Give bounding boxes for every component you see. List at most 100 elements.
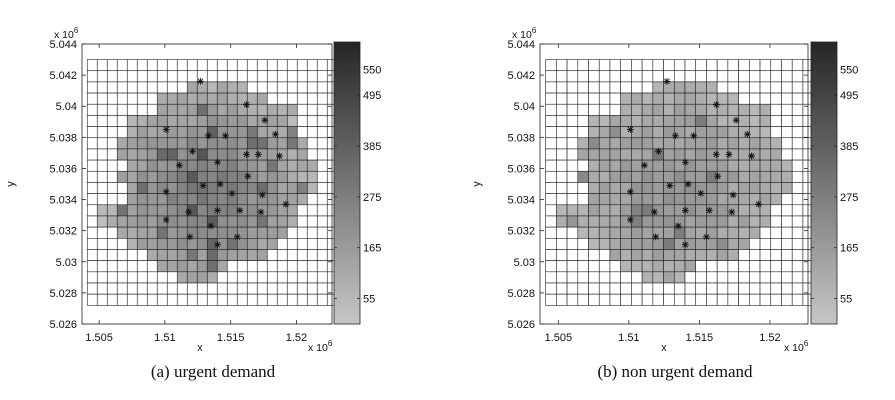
panel-caption: (b) non urgent demand bbox=[597, 362, 753, 381]
y-tick-label: 5.03 bbox=[56, 257, 77, 269]
y-tick-label: 5.042 bbox=[507, 70, 535, 82]
heatmap-cell bbox=[566, 215, 579, 228]
heatmap-cell bbox=[136, 182, 148, 194]
heatmap-cell bbox=[663, 260, 675, 273]
heatmap-cell bbox=[620, 215, 632, 228]
heatmap-cell bbox=[176, 92, 188, 105]
heatmap-cell bbox=[545, 126, 557, 139]
heatmap-cell bbox=[206, 81, 218, 94]
heatmap-cell bbox=[266, 81, 278, 94]
heatmap-cell bbox=[545, 204, 557, 217]
heatmap-cell bbox=[738, 59, 750, 72]
heatmap-cell bbox=[106, 215, 118, 228]
heatmap-cell bbox=[631, 260, 643, 273]
colorbar-tick-label: 55 bbox=[363, 294, 375, 306]
heatmap-cell bbox=[156, 159, 168, 172]
heatmap-cell bbox=[620, 193, 632, 206]
heatmap-cell bbox=[684, 271, 697, 284]
station-marker bbox=[652, 233, 660, 241]
station-marker bbox=[650, 208, 658, 216]
heatmap-cell bbox=[781, 148, 793, 161]
heatmap-cell bbox=[116, 182, 128, 194]
heatmap-cell bbox=[566, 271, 579, 284]
station-marker-stroke bbox=[682, 159, 689, 166]
heatmap-cell bbox=[96, 115, 108, 127]
heatmap-cell bbox=[296, 260, 308, 273]
heatmap-cell bbox=[256, 215, 268, 228]
heatmap-cell bbox=[663, 293, 675, 306]
heatmap-cell bbox=[206, 238, 218, 250]
heatmap-cell bbox=[598, 204, 611, 217]
heatmap-cell bbox=[781, 260, 793, 273]
heatmap-cell bbox=[126, 271, 138, 284]
heatmap-cell bbox=[577, 148, 589, 161]
heatmap-cell bbox=[738, 182, 750, 194]
heatmap-cell bbox=[136, 126, 148, 139]
heatmap-cell bbox=[577, 204, 589, 217]
heatmap-cell bbox=[196, 115, 208, 127]
heatmap-cell bbox=[663, 238, 675, 250]
heatmap-cell bbox=[236, 115, 248, 127]
station-marker-stroke bbox=[258, 209, 264, 215]
heatmap-cell bbox=[738, 92, 750, 105]
station-marker bbox=[626, 216, 634, 224]
station-marker bbox=[258, 191, 266, 199]
heatmap-cell bbox=[276, 148, 288, 161]
heatmap-cell bbox=[96, 204, 108, 217]
station-marker bbox=[681, 158, 689, 166]
heatmap-cell bbox=[166, 115, 178, 127]
station-marker-stroke bbox=[652, 234, 659, 240]
heatmap-cell bbox=[146, 170, 158, 183]
heatmap-cell bbox=[759, 103, 772, 116]
heatmap-cell bbox=[256, 103, 268, 116]
heatmap-cell bbox=[566, 137, 579, 150]
station-marker-stroke bbox=[664, 78, 670, 85]
colorbar-tick-label: 495 bbox=[363, 90, 381, 102]
heatmap-cell bbox=[545, 293, 557, 306]
heatmap-cell bbox=[663, 271, 675, 284]
heatmap-cell bbox=[286, 260, 298, 273]
station-marker-stroke bbox=[200, 182, 206, 189]
heatmap-cell bbox=[759, 59, 772, 72]
heatmap-cell bbox=[749, 293, 761, 306]
heatmap-cell bbox=[86, 271, 98, 284]
heatmap-cell bbox=[186, 126, 198, 139]
station-marker bbox=[196, 77, 204, 85]
heatmap-cell bbox=[588, 81, 600, 94]
heatmap-cell bbox=[663, 226, 675, 239]
heatmap-cell bbox=[588, 249, 600, 261]
heatmap-cell bbox=[706, 182, 718, 194]
heatmap-cell bbox=[652, 81, 664, 94]
heatmap-cell bbox=[216, 282, 228, 295]
station-marker-stroke bbox=[690, 132, 697, 139]
heatmap-cell bbox=[186, 92, 198, 105]
heatmap-cell bbox=[176, 226, 188, 239]
heatmap-cell bbox=[136, 193, 148, 206]
heatmap-cell bbox=[86, 282, 98, 295]
heatmap-cell bbox=[577, 260, 589, 273]
heatmap-cell bbox=[136, 204, 148, 217]
heatmap-cell bbox=[545, 170, 557, 183]
heatmap-cell bbox=[126, 126, 138, 139]
heatmap-cell bbox=[106, 182, 118, 194]
heatmap-cell bbox=[641, 81, 654, 94]
heatmap-cell bbox=[749, 92, 761, 105]
heatmap-cell bbox=[556, 59, 568, 72]
heatmap-cell bbox=[256, 271, 268, 284]
heatmap-cell bbox=[196, 293, 208, 306]
heatmap-cell bbox=[609, 260, 621, 273]
station-marker bbox=[189, 147, 196, 155]
heatmap-cell bbox=[96, 70, 108, 83]
heatmap-cell bbox=[598, 260, 611, 273]
heatmap-cell bbox=[306, 137, 318, 150]
heatmap-cell bbox=[759, 249, 772, 261]
heatmap-cell bbox=[684, 215, 697, 228]
heatmap-cell bbox=[226, 260, 238, 273]
heatmap-cell bbox=[116, 238, 128, 250]
heatmap-cell bbox=[276, 170, 288, 183]
heatmap-cell bbox=[276, 226, 288, 239]
heatmap-cell bbox=[246, 182, 258, 194]
panel-caption: (a) urgent demand bbox=[151, 362, 276, 381]
station-marker bbox=[254, 150, 262, 158]
heatmap-cell bbox=[545, 238, 557, 250]
